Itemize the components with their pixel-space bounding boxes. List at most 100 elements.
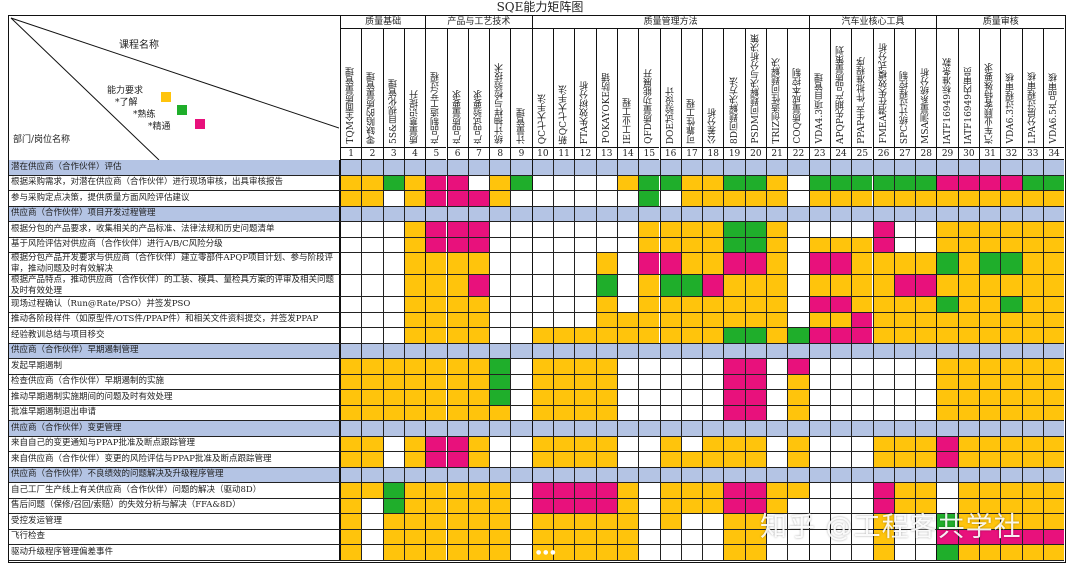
competency-cell	[957, 175, 979, 190]
competency-cell	[680, 374, 703, 389]
competency-cell	[553, 436, 575, 451]
competency-cell	[680, 222, 703, 237]
competency-cell	[893, 237, 916, 252]
competency-cell	[1042, 222, 1065, 237]
competency-cell	[595, 175, 617, 190]
competency-cell	[489, 297, 511, 312]
course-number: 31	[979, 147, 1001, 160]
course-header: MSA测量系统分析	[915, 29, 936, 147]
section-row: 供应商（合作伙伴）不良绩效的问题解决及升级程序管理	[9, 467, 1065, 483]
section-cell	[936, 160, 957, 175]
competency-cell	[936, 374, 958, 389]
competency-cell	[893, 328, 916, 343]
competency-cell	[616, 374, 639, 389]
competency-cell	[829, 359, 852, 374]
course-name: 可靠性工程	[686, 99, 697, 144]
section-cell	[893, 160, 915, 175]
section-cell	[851, 467, 872, 482]
course-number: 26	[872, 147, 894, 160]
course-number: 15	[638, 147, 660, 160]
competency-cell	[723, 483, 745, 498]
competency-cell	[1000, 498, 1022, 513]
section-cell	[340, 160, 361, 175]
matrix-frame	[8, 15, 1066, 563]
section-cell	[425, 467, 446, 482]
course-header: 产品质量要求	[446, 29, 468, 147]
competency-cell	[787, 545, 809, 560]
row-label: 来自供应商（合作伙伴）变更的风险评估与PPAP批准及断点跟踪管理	[9, 452, 340, 467]
section-cell	[446, 343, 468, 358]
section-cell	[659, 160, 681, 175]
competency-cell	[744, 390, 766, 405]
row-label: 基于风险评估对供应商（合作伙伴）进行A/B/C风险分级	[9, 237, 340, 252]
course-header: DOE试验设计	[659, 29, 681, 147]
competency-cell	[915, 374, 937, 389]
competency-cell	[616, 253, 639, 274]
section-cell	[489, 206, 510, 221]
competency-cell	[787, 312, 809, 327]
course-number: 18	[702, 147, 724, 160]
competency-cell	[915, 498, 937, 513]
section-cell	[1042, 421, 1064, 436]
competency-cell	[467, 405, 490, 420]
competency-cell	[446, 253, 468, 274]
competency-cell	[659, 297, 681, 312]
competency-cell	[382, 483, 404, 498]
section-cell	[936, 467, 957, 482]
competency-cell	[893, 498, 916, 513]
competency-cell	[957, 514, 979, 529]
competency-cell	[936, 191, 958, 206]
course-name: 产品试验要求	[473, 90, 484, 144]
course-header: 产品制造工艺过程	[425, 29, 446, 147]
competency-cell	[829, 312, 852, 327]
competency-cell	[957, 498, 979, 513]
competency-cell	[936, 328, 958, 343]
competency-cell	[510, 390, 532, 405]
section-cell	[680, 206, 702, 221]
section-cell	[893, 343, 915, 358]
competency-cell	[787, 436, 809, 451]
competency-cell	[744, 237, 766, 252]
course-header: 汽车业顾客特殊要求	[979, 29, 1000, 147]
competency-cell	[403, 359, 426, 374]
section-cell	[553, 343, 574, 358]
row-label: 推动各阶段样件（如原型件/OTS件/PPAP件）和相关文件资料提交，并签发PPA…	[9, 312, 340, 327]
competency-cell	[595, 436, 617, 451]
competency-cell	[766, 175, 788, 190]
section-cell	[382, 343, 404, 358]
competency-cell	[340, 374, 362, 389]
competency-cell	[574, 237, 596, 252]
competency-cell	[829, 374, 852, 389]
course-number: 30	[957, 147, 979, 160]
competency-cell	[808, 312, 830, 327]
competency-cell	[723, 545, 745, 560]
course-header: 零缺陷的质量管理	[361, 29, 382, 147]
competency-cell	[574, 545, 596, 560]
table-row: 根据产品特点，推动供应商（合作伙伴）的工装、模具、量检具方案的评审及相关问题及时…	[9, 275, 1065, 297]
competency-cell	[467, 312, 490, 327]
competency-cell	[403, 452, 426, 467]
section-cell	[403, 421, 425, 436]
section-cell	[361, 421, 382, 436]
course-header: VDA4.3项目管理	[808, 29, 830, 147]
competency-cell	[936, 175, 958, 190]
competency-cell	[595, 390, 617, 405]
table-row: 来自自己的变更通知与PPAP批准及断点跟踪管理	[9, 436, 1065, 452]
competency-cell	[403, 175, 426, 190]
competency-cell	[851, 237, 873, 252]
section-cell	[1000, 421, 1021, 436]
row-label: 飞行检查	[9, 529, 340, 544]
competency-cell	[510, 529, 532, 544]
table-row: 经验教训总结与项目移交	[9, 328, 1065, 344]
competency-cell	[680, 514, 703, 529]
section-cell	[723, 343, 744, 358]
competency-cell	[851, 390, 873, 405]
course-number: 4	[403, 147, 426, 160]
competency-cell	[1021, 297, 1043, 312]
section-cell	[403, 206, 425, 221]
competency-cell	[1042, 436, 1065, 451]
course-number: 9	[510, 147, 532, 160]
competency-cell	[382, 436, 404, 451]
course-number: 8	[489, 147, 511, 160]
course-number: 21	[766, 147, 788, 160]
